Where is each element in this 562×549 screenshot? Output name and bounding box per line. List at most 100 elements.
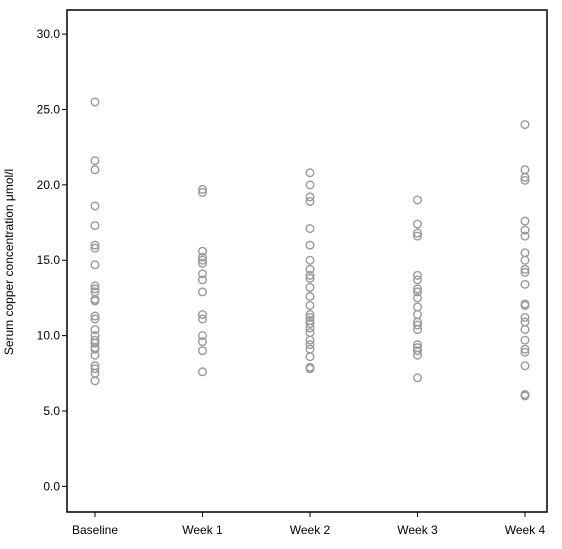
data-point xyxy=(90,281,100,291)
data-point xyxy=(305,192,315,202)
data-point xyxy=(413,195,423,205)
data-point xyxy=(520,120,530,130)
data-point xyxy=(305,180,315,190)
data-point xyxy=(305,323,315,333)
y-axis: 0.0 5.0 10.0 15.0 20.0 25.0 30.0 xyxy=(37,27,67,493)
data-point xyxy=(520,225,530,235)
data-point xyxy=(413,302,423,312)
data-point xyxy=(90,201,100,211)
data-point xyxy=(197,331,207,341)
x-tick-label: Week 3 xyxy=(397,523,438,537)
y-tick-label: 30.0 xyxy=(37,27,61,41)
data-point xyxy=(197,246,207,256)
data-point xyxy=(305,291,315,301)
data-point xyxy=(90,325,100,335)
data-point xyxy=(413,228,423,238)
data-point xyxy=(305,340,315,350)
data-point xyxy=(305,364,315,374)
data-point xyxy=(197,269,207,279)
data-point xyxy=(90,156,100,166)
data-point xyxy=(197,310,207,320)
data-point xyxy=(520,391,530,401)
data-point xyxy=(197,252,207,262)
data-point xyxy=(197,337,207,347)
data-point xyxy=(413,231,423,241)
y-tick-label: 10.0 xyxy=(37,329,61,343)
data-point xyxy=(520,325,530,335)
x-tick-label: Week 1 xyxy=(182,523,223,537)
data-point xyxy=(413,275,423,285)
data-point xyxy=(197,258,207,268)
data-point xyxy=(305,313,315,323)
data-point xyxy=(305,264,315,274)
data-point xyxy=(413,293,423,303)
data-point xyxy=(90,364,100,374)
data-point xyxy=(90,221,100,231)
data-point xyxy=(90,344,100,354)
data-point xyxy=(90,243,100,253)
data-point xyxy=(90,284,100,294)
data-point xyxy=(90,368,100,378)
data-point xyxy=(413,325,423,335)
data-point xyxy=(413,287,423,297)
data-point xyxy=(305,282,315,292)
y-axis-label: Serum copper concentration μmol/l xyxy=(2,169,16,355)
data-point xyxy=(305,300,315,310)
data-point xyxy=(520,216,530,226)
data-point xyxy=(413,320,423,330)
data-point xyxy=(413,346,423,356)
data-point xyxy=(90,97,100,107)
data-point xyxy=(520,344,530,354)
data-point xyxy=(305,240,315,250)
data-point xyxy=(305,273,315,283)
data-point xyxy=(520,317,530,327)
data-point xyxy=(520,175,530,185)
data-point xyxy=(90,165,100,175)
data-point xyxy=(197,287,207,297)
plot-frame xyxy=(66,9,548,513)
y-tick-label: 20.0 xyxy=(37,178,61,192)
data-point xyxy=(305,270,315,280)
data-point xyxy=(305,344,315,354)
data-point xyxy=(305,224,315,234)
data-point xyxy=(520,165,530,175)
data-point xyxy=(90,314,100,324)
x-tick-label: Week 2 xyxy=(290,523,331,537)
data-point xyxy=(90,240,100,250)
data-point xyxy=(520,300,530,310)
data-point xyxy=(197,367,207,377)
data-points xyxy=(90,97,530,401)
data-point xyxy=(413,350,423,360)
data-point xyxy=(90,350,100,360)
data-point xyxy=(520,267,530,277)
data-point xyxy=(90,260,100,270)
x-axis: Baseline Week 1 Week 2 Week 3 Week 4 xyxy=(72,512,546,537)
data-point xyxy=(197,314,207,324)
data-point xyxy=(520,279,530,289)
data-point xyxy=(413,310,423,320)
data-point xyxy=(90,296,100,306)
data-point xyxy=(90,376,100,386)
data-point xyxy=(90,338,100,348)
data-point xyxy=(305,196,315,206)
data-point xyxy=(520,347,530,357)
data-point xyxy=(520,231,530,241)
data-point xyxy=(520,264,530,274)
data-point xyxy=(520,172,530,182)
data-point xyxy=(413,340,423,350)
y-tick-label: 5.0 xyxy=(43,404,60,418)
data-point xyxy=(197,346,207,356)
y-tick-label: 15.0 xyxy=(37,253,61,267)
data-point xyxy=(413,219,423,229)
data-point xyxy=(413,284,423,294)
data-point xyxy=(197,187,207,197)
data-point xyxy=(305,319,315,329)
y-tick-label: 0.0 xyxy=(43,479,60,493)
data-point xyxy=(305,310,315,320)
data-point xyxy=(413,270,423,280)
data-point xyxy=(305,335,315,345)
data-point xyxy=(413,373,423,383)
data-point xyxy=(520,335,530,345)
